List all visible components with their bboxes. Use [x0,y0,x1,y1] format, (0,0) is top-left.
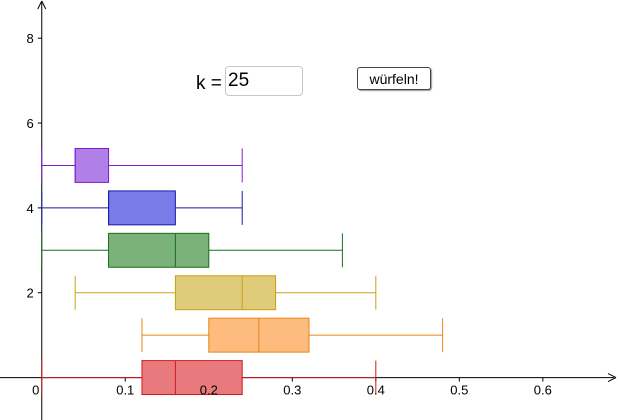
box-iqr [141,360,243,396]
box-iqr [174,275,277,311]
y-tick-label: 2 [27,286,34,301]
boxplot [41,147,243,183]
box-iqr [108,190,176,226]
boxplot [141,317,444,353]
box-iqr [74,147,110,183]
x-tick-label: 0.3 [283,383,301,398]
boxplot [41,360,377,396]
boxplot [41,232,343,268]
tick-labels: 0 0.1 0.2 0.3 0.4 0.5 0.6 2 4 6 8 [27,31,552,397]
box-iqr [108,232,210,268]
x-axis-arrow [607,373,617,383]
x-tick-label: 0.5 [450,383,468,398]
x-tick-label: 0.2 [200,383,218,398]
boxplots [41,147,444,396]
y-tick-label: 6 [27,116,34,131]
x-tick-label: 0.1 [116,383,134,398]
y-tick-label: 8 [27,31,34,46]
x-tick-label: 0.6 [534,383,552,398]
k-label: k = [196,73,222,94]
boxplot [74,275,377,311]
boxplot [41,190,243,226]
x-tick-label: 0 [32,383,39,398]
x-tick-label: 0.4 [367,383,385,398]
k-input[interactable] [225,66,303,96]
y-axis-arrow [37,0,47,10]
roll-dice-button[interactable]: würfeln! [357,67,431,90]
y-tick-label: 4 [27,201,34,216]
